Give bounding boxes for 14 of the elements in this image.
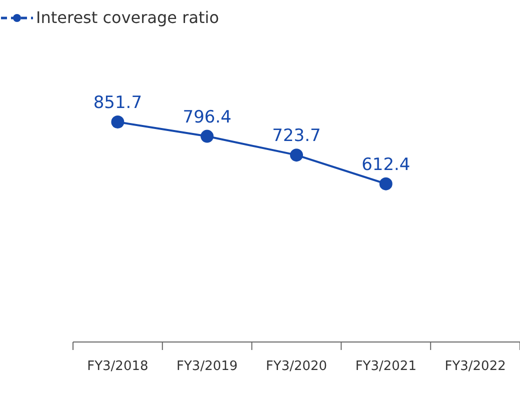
data-label: 796.4 — [182, 107, 232, 128]
data-label: 851.7 — [93, 93, 142, 113]
point — [200, 130, 214, 143]
x-tick-label: FY3/2018 — [87, 359, 148, 374]
x-tick-label: FY3/2019 — [176, 359, 238, 374]
data-label: 612.4 — [362, 154, 410, 175]
x-tick-label: FY3/2021 — [355, 359, 416, 374]
point — [111, 116, 124, 128]
x-tick-label: FY3/2020 — [266, 359, 328, 374]
x-tick-label: FY3/2022 — [444, 359, 506, 374]
point — [379, 177, 392, 190]
data-label: 723.7 — [272, 126, 321, 146]
point — [290, 148, 303, 162]
legend-label: Interest coverage ratio — [36, 8, 219, 27]
